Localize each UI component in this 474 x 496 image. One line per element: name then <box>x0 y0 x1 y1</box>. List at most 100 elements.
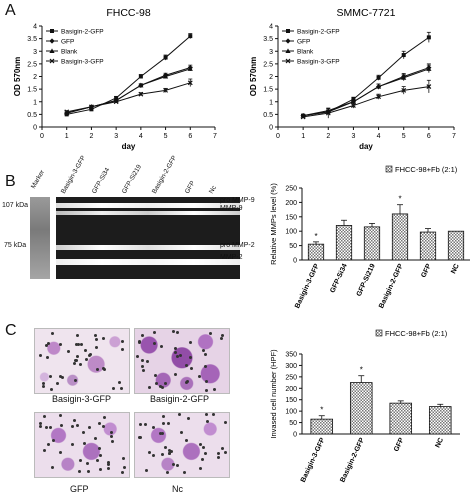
cell-dot <box>161 415 165 419</box>
bar <box>349 382 373 435</box>
cell-dot <box>73 418 76 422</box>
y-tick-label: 250 <box>285 374 297 381</box>
x-tick-label: Basigin-3-GFP <box>300 437 327 484</box>
cell-dot <box>183 470 187 474</box>
x-tick-label: 6 <box>427 133 431 140</box>
y-tick-label: 350 <box>285 352 297 359</box>
micrograph-basigin-2-gfp <box>134 328 230 394</box>
cell-dot <box>212 413 216 417</box>
cell-dot <box>141 365 145 369</box>
cell-dot <box>50 332 54 335</box>
cell-dot <box>79 343 83 347</box>
bar <box>391 213 409 261</box>
cell-dot <box>47 342 51 346</box>
cell-dot <box>173 346 177 350</box>
x-tick-label: 3 <box>114 133 118 140</box>
y-tick-label: 50 <box>289 243 297 250</box>
x-tick-label: 5 <box>164 133 168 140</box>
y-tick-label: 100 <box>285 229 297 236</box>
cell-dot <box>85 358 89 362</box>
x-tick-label: 2 <box>89 133 93 140</box>
cell-dot <box>168 448 172 452</box>
cell-dot <box>160 452 164 456</box>
series-line <box>66 35 191 115</box>
y-tick-label: 1.5 <box>263 87 273 94</box>
cell-dot <box>66 350 70 353</box>
mmp-level-bar-chart: 0 50 100 150 200 250 Relative MMPs level (%) FH… <box>269 165 470 310</box>
cell-dot <box>166 471 170 475</box>
cell-dot <box>59 414 63 418</box>
cell-dot <box>58 450 62 454</box>
x-tick-label: 4 <box>377 133 381 140</box>
series-line <box>303 68 430 117</box>
data-point <box>401 53 406 58</box>
cell-dot <box>46 443 50 446</box>
size-label-75: 75 kDa <box>4 242 27 249</box>
cell-dot <box>216 451 220 455</box>
cell-dot <box>199 443 203 447</box>
cell-dot <box>188 340 192 344</box>
cell-dot <box>176 331 180 335</box>
band-label-mmp9: MMP-9 <box>220 205 243 212</box>
cell-dot <box>56 382 60 386</box>
data-point <box>286 29 290 33</box>
cell-dot <box>98 453 102 457</box>
micrograph-nc <box>134 412 230 478</box>
cell-dot <box>151 426 155 430</box>
cell-dot <box>199 466 203 470</box>
cell-dot <box>176 355 180 359</box>
cell-dot <box>145 359 149 363</box>
cell-dot <box>85 462 89 466</box>
cell-dot <box>147 450 151 454</box>
chart-title: SMMC-7721 <box>337 7 396 19</box>
cell-dot <box>197 375 201 379</box>
cell-dot <box>161 422 165 426</box>
cell-dot <box>110 440 114 444</box>
legend-label: Blank <box>61 49 78 56</box>
cell-dot <box>224 421 228 425</box>
significance-mark: * <box>398 195 401 204</box>
legend-label: FHCC-98+Fb (2:1) <box>385 329 448 338</box>
significance-mark: * <box>314 232 317 241</box>
cell-dot <box>122 466 126 470</box>
data-point <box>163 55 168 60</box>
cell-dot <box>58 343 62 347</box>
bar <box>389 402 413 435</box>
cell-dot <box>184 381 188 385</box>
cell-dot <box>201 457 205 461</box>
bar <box>335 225 353 261</box>
cell-dot <box>42 414 46 418</box>
cell-dot <box>174 351 178 355</box>
cell-dot <box>173 372 177 376</box>
cell-dot <box>140 359 144 363</box>
legend-label: Blank <box>297 49 314 56</box>
x-tick-label: Basigin-3-GFP <box>294 263 321 310</box>
x-tick-label: 0 <box>40 133 44 140</box>
cell-dot <box>89 353 93 357</box>
cell-dot <box>71 425 75 429</box>
cell-dot <box>71 443 75 447</box>
cell-dot <box>79 362 83 366</box>
cell-dot <box>78 459 82 463</box>
cell-dot <box>158 432 162 436</box>
cell-dot <box>172 463 176 467</box>
photo-label-basigin-3-gfp: Basigin-3-GFP <box>52 394 112 404</box>
band-label-mmp2: MMP-2 <box>220 254 243 261</box>
legend-label: FHCC-98+Fb (2:1) <box>395 165 458 174</box>
cell-dot <box>221 334 225 338</box>
data-point <box>64 109 70 115</box>
micrograph-gfp <box>34 412 130 478</box>
y-tick-label: 1 <box>33 99 37 106</box>
y-tick-label: 3 <box>269 49 273 56</box>
cell-dot <box>60 424 64 428</box>
size-label-107: 107 kDa <box>2 202 29 209</box>
cell-dot <box>77 343 81 347</box>
panel-a-letter: A <box>5 2 16 19</box>
x-tick-label: 4 <box>139 133 143 140</box>
x-axis-label: day <box>359 142 373 151</box>
y-tick-label: 150 <box>285 214 297 221</box>
y-tick-label: 1 <box>269 99 273 106</box>
cell-dot <box>135 354 139 358</box>
cell-dot <box>112 387 116 391</box>
cell-dot <box>118 380 122 384</box>
